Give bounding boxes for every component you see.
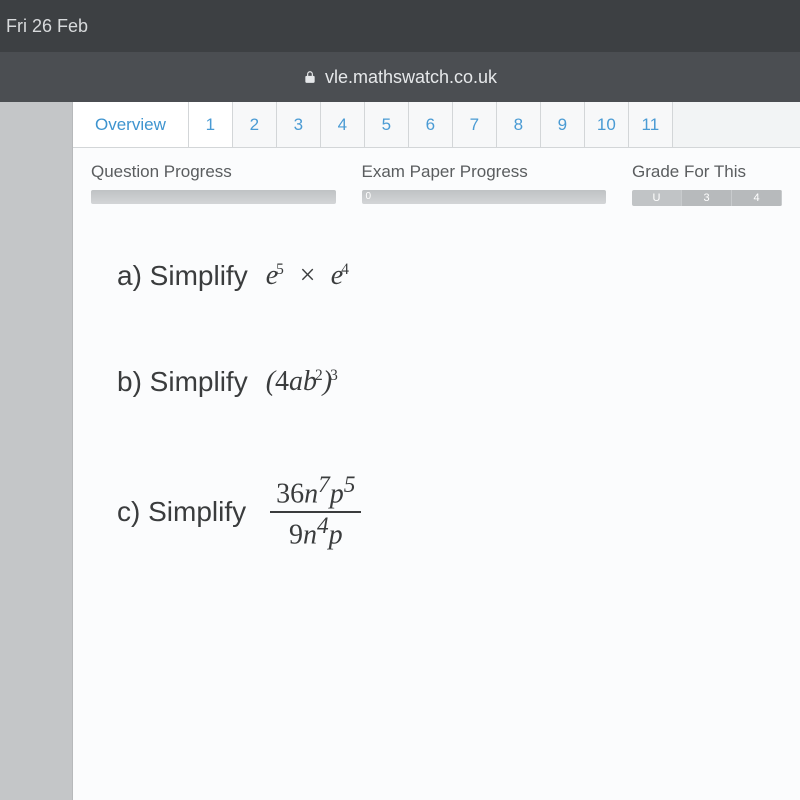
exam-progress-bar: 0 [362, 190, 607, 204]
page-wrap: Overview 1 2 3 4 5 6 7 8 9 10 11 Questio… [0, 102, 800, 800]
exam-progress-label: Exam Paper Progress [362, 162, 607, 182]
question-area: a) Simplify e5 × e4 b) Simplify (4ab2)3 … [73, 216, 800, 582]
tab-q2[interactable]: 2 [233, 102, 277, 147]
grade-cell-4: 4 [732, 190, 782, 206]
status-date: Fri 26 Feb [6, 16, 88, 37]
left-gutter [0, 102, 72, 800]
grade-cell-u: U [632, 190, 682, 206]
question-c: c) Simplify 36n7p5 9n4p [117, 472, 770, 552]
question-c-lead: c) Simplify [117, 496, 246, 528]
content-panel: Overview 1 2 3 4 5 6 7 8 9 10 11 Questio… [72, 102, 800, 800]
progress-row: Question Progress Exam Paper Progress 0 … [73, 148, 800, 216]
url-text: vle.mathswatch.co.uk [325, 67, 497, 88]
tab-q9[interactable]: 9 [541, 102, 585, 147]
tab-q1[interactable]: 1 [189, 102, 233, 147]
tab-q7[interactable]: 7 [453, 102, 497, 147]
tab-q4[interactable]: 4 [321, 102, 365, 147]
question-progress-label: Question Progress [91, 162, 336, 182]
question-progress-block: Question Progress [91, 162, 336, 206]
question-progress-bar [91, 190, 336, 204]
lock-icon [303, 70, 317, 84]
tab-overview[interactable]: Overview [73, 102, 189, 147]
grade-label: Grade For This [632, 162, 782, 182]
question-c-fraction: 36n7p5 9n4p [270, 472, 361, 552]
ipad-status-bar: Fri 26 Feb [0, 0, 800, 52]
tab-q11[interactable]: 11 [629, 102, 673, 147]
question-b-lead: b) Simplify [117, 366, 248, 398]
tab-q10[interactable]: 10 [585, 102, 629, 147]
question-b-math: (4ab2)3 [266, 366, 338, 398]
tab-q8[interactable]: 8 [497, 102, 541, 147]
grade-bar: U 3 4 [632, 190, 782, 206]
exam-progress-block: Exam Paper Progress 0 [362, 162, 607, 206]
question-a: a) Simplify e5 × e4 [117, 260, 770, 292]
tab-q5[interactable]: 5 [365, 102, 409, 147]
question-a-math: e5 × e4 [266, 260, 349, 292]
question-a-lead: a) Simplify [117, 260, 248, 292]
tab-q3[interactable]: 3 [277, 102, 321, 147]
grade-block: Grade For This U 3 4 [632, 162, 782, 206]
tab-q6[interactable]: 6 [409, 102, 453, 147]
question-tabs: Overview 1 2 3 4 5 6 7 8 9 10 11 [73, 102, 800, 148]
browser-url-bar[interactable]: vle.mathswatch.co.uk [0, 52, 800, 102]
question-b: b) Simplify (4ab2)3 [117, 366, 770, 398]
grade-cell-3: 3 [682, 190, 732, 206]
